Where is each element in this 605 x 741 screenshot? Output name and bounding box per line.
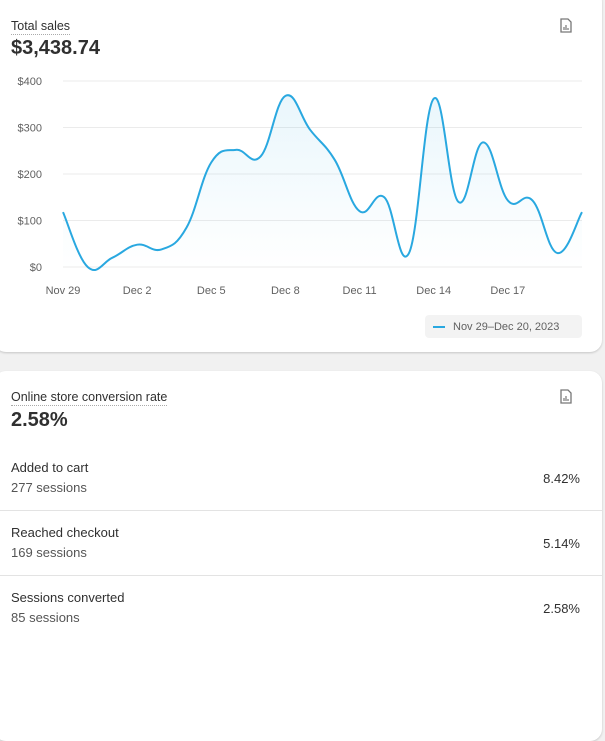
data-point[interactable] (279, 90, 291, 102)
chart-legend: Nov 29–Dec 20, 2023 (425, 315, 582, 338)
data-point[interactable] (131, 239, 143, 251)
data-point[interactable] (527, 195, 539, 207)
series-line (62, 94, 583, 272)
y-tick-label: $0 (30, 262, 42, 274)
data-point[interactable] (378, 191, 390, 203)
data-point[interactable] (329, 154, 341, 166)
row-sessions: 169 sessions (11, 545, 87, 560)
total-sales-value: $3,438.74 (11, 37, 100, 59)
export-report-icon[interactable] (560, 389, 572, 404)
data-point[interactable] (181, 221, 193, 233)
row-sessions: 85 sessions (11, 610, 80, 625)
data-point[interactable] (551, 247, 563, 259)
data-point[interactable] (156, 243, 168, 255)
data-point[interactable] (57, 206, 69, 218)
data-point[interactable] (304, 124, 316, 136)
data-point[interactable] (106, 252, 118, 264)
conversion-value: 2.58% (11, 409, 68, 431)
data-point[interactable] (477, 136, 489, 148)
data-point[interactable] (82, 261, 94, 273)
x-tick-label: Dec 11 (343, 285, 377, 297)
conversion-card: Online store conversion rate 2.58% Added… (0, 371, 602, 741)
funnel-row-reached-checkout: Reached checkout 169 sessions 5.14% (0, 510, 602, 575)
row-label: Added to cart (11, 460, 89, 475)
y-tick-label: $200 (18, 169, 42, 181)
data-point[interactable] (230, 144, 242, 156)
y-tick-label: $400 (18, 76, 42, 88)
row-percent: 2.58% (543, 601, 580, 616)
x-tick-label: Dec 14 (416, 285, 451, 297)
data-point[interactable] (403, 247, 415, 259)
funnel-row-added-to-cart: Added to cart 277 sessions 8.42% (0, 446, 602, 511)
export-report-icon[interactable] (560, 18, 572, 33)
data-point[interactable] (502, 195, 514, 207)
funnel-row-sessions-converted: Sessions converted 85 sessions 2.58% (0, 575, 602, 640)
row-label: Reached checkout (11, 525, 119, 540)
row-percent: 8.42% (543, 471, 580, 486)
x-tick-label: Dec 8 (271, 285, 300, 297)
total-sales-card: Total sales $3,438.74 $400 $300 $200 $100 $0… (0, 0, 602, 352)
data-point[interactable] (428, 93, 440, 105)
series-area (63, 95, 582, 271)
row-percent: 5.14% (543, 536, 580, 551)
row-sessions: 277 sessions (11, 480, 87, 495)
x-tick-label: Dec 5 (197, 285, 226, 297)
data-point[interactable] (576, 206, 588, 218)
legend-swatch (433, 325, 445, 328)
x-tick-label: Nov 29 (46, 285, 81, 297)
y-tick-label: $300 (18, 123, 42, 135)
data-point[interactable] (354, 205, 366, 217)
row-label: Sessions converted (11, 590, 125, 605)
x-tick-label: Dec 2 (123, 285, 152, 297)
x-tick-label: Dec 17 (490, 285, 525, 297)
data-point[interactable] (452, 196, 464, 208)
conversion-title[interactable]: Online store conversion rate (11, 390, 168, 406)
y-tick-label: $100 (18, 216, 42, 228)
total-sales-title[interactable]: Total sales (11, 19, 71, 35)
legend-label: Nov 29–Dec 20, 2023 (453, 320, 560, 333)
data-point[interactable] (205, 156, 217, 168)
data-point[interactable] (255, 150, 267, 162)
sales-line-chart: $400 $300 $200 $100 $0 Nov 29 Dec 2 Dec 5 Dec 8 D… (18, 76, 588, 297)
